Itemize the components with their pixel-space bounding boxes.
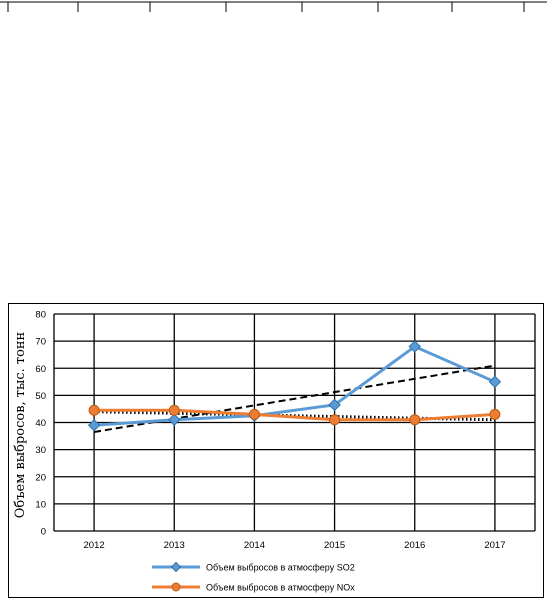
x-tick-label-2016: 2016 — [404, 540, 425, 551]
y-axis-tick-labels: 0 10 20 30 40 50 60 70 80 — [35, 310, 46, 538]
y-tick-label-70: 70 — [35, 337, 46, 348]
series-line-so2 — [93, 344, 496, 427]
y-tick-label-80: 80 — [35, 310, 46, 321]
x-tick-label-2015: 2015 — [324, 540, 345, 551]
point-nox-2017 — [489, 408, 501, 420]
y-tick-label-40: 40 — [35, 418, 46, 429]
data-series — [87, 340, 502, 432]
legend-marker-nox — [171, 582, 181, 592]
point-nox-2016 — [409, 414, 421, 426]
y-axis-label: Объем выбросов, тыс. тонн — [13, 332, 28, 518]
point-nox-2012 — [88, 404, 100, 416]
legend-label-so2: Объем выбросов в атмосферу SO2 — [206, 563, 355, 573]
x-tick-label-2014: 2014 — [244, 540, 265, 551]
point-so2-2015 — [328, 398, 341, 412]
chart-frame — [8, 303, 544, 598]
y-tick-label-0: 0 — [41, 527, 46, 538]
x-tick-label-2013: 2013 — [164, 540, 185, 551]
x-tick-label-2017: 2017 — [484, 540, 505, 551]
y-tick-label-10: 10 — [35, 499, 46, 510]
rule-tick-marks — [7, 2, 525, 12]
point-so2-2013 — [168, 413, 181, 426]
y-tick-label-50: 50 — [35, 391, 46, 402]
point-so2-2016 — [408, 340, 421, 353]
point-nox-2015 — [329, 414, 341, 426]
y-tick-label-60: 60 — [35, 364, 46, 375]
legend-label-nox: Объем выбросов в атмосферу NOx — [206, 583, 355, 593]
series-line-nox — [94, 408, 496, 422]
page-top-rule — [0, 1, 547, 12]
point-nox-2014 — [248, 408, 260, 420]
chart-legend: Объем выбросов в атмосферу SO2 Объем выбр… — [152, 561, 355, 593]
legend-marker-so2 — [170, 561, 182, 573]
x-axis-tick-labels: 2012 2013 2014 2015 2016 2017 — [84, 540, 506, 551]
y-tick-label-20: 20 — [35, 472, 46, 483]
point-nox-2013 — [168, 404, 180, 416]
x-tick-label-2012: 2012 — [84, 540, 105, 551]
point-so2-2017 — [488, 375, 502, 389]
point-so2-2012 — [87, 419, 101, 432]
y-tick-label-30: 30 — [35, 445, 46, 456]
